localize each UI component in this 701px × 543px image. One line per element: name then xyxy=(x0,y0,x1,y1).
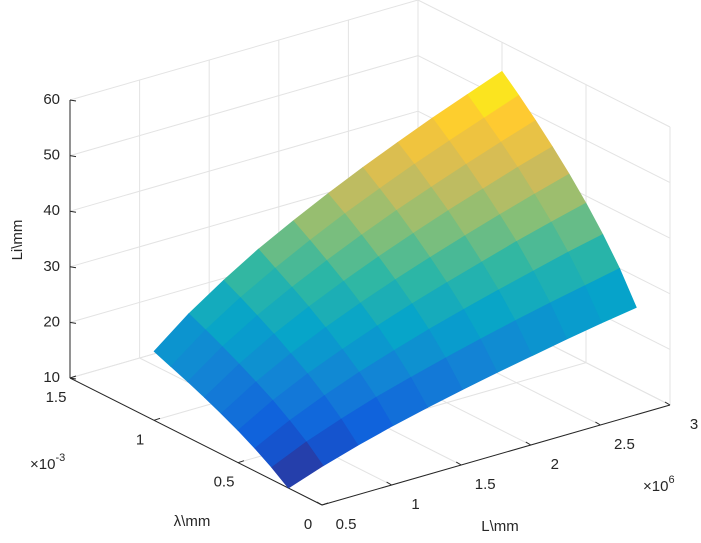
grid-line xyxy=(417,55,671,184)
x-tick xyxy=(595,421,601,426)
z-tick-label: 60 xyxy=(43,91,60,108)
x-tick xyxy=(664,401,671,406)
x-tick-label: 3 xyxy=(690,416,698,433)
x-tick-label: 2.5 xyxy=(614,436,635,453)
x-tick-label: 1.5 xyxy=(475,476,496,493)
z-tick-label: 20 xyxy=(43,313,60,330)
grid-line xyxy=(69,0,419,101)
grid-line xyxy=(69,55,419,157)
grid-line xyxy=(69,110,419,212)
z-tick xyxy=(69,155,77,158)
y-exponent-power: -3 xyxy=(55,452,65,464)
x-tick xyxy=(316,501,323,506)
y-tick xyxy=(153,417,161,421)
z-tick xyxy=(69,321,77,324)
x-tick xyxy=(525,441,532,446)
z-axis-label: Li\mm xyxy=(9,220,26,261)
x-exponent: ×106 xyxy=(643,474,675,495)
z-tick-label: 30 xyxy=(43,258,60,275)
z-tick xyxy=(69,266,77,269)
x-tick-label: 0.5 xyxy=(336,516,357,533)
y-tick-label: 1 xyxy=(136,431,144,448)
y-tick xyxy=(237,460,245,464)
x-tick-label: 2 xyxy=(551,456,559,473)
z-tick-label: 40 xyxy=(43,202,60,219)
y-tick xyxy=(321,502,329,506)
y-exponent-base: ×10 xyxy=(30,456,55,473)
y-axis-label: λ\mm xyxy=(174,513,211,530)
x-exponent-power: 6 xyxy=(668,474,674,486)
z-tick-label: 50 xyxy=(43,147,60,164)
y-tick xyxy=(69,375,77,379)
z-tick xyxy=(69,210,77,213)
x-axis-label: L\mm xyxy=(481,518,519,535)
y-tick-label: 0 xyxy=(304,516,312,533)
y-tick-label: 0.5 xyxy=(214,474,235,491)
x-tick xyxy=(386,481,392,486)
x-axis xyxy=(321,404,671,506)
y-exponent: ×10-3 xyxy=(30,452,65,473)
z-tick xyxy=(69,99,77,102)
surface-face xyxy=(271,441,324,489)
grid-line xyxy=(417,0,671,128)
x-tick xyxy=(455,461,462,466)
x-tick-label: 1 xyxy=(411,496,419,513)
x-exponent-base: ×10 xyxy=(643,478,668,495)
z-tick-label: 10 xyxy=(43,369,60,386)
y-tick-label: 1.5 xyxy=(46,389,67,406)
y-axis xyxy=(69,377,323,506)
